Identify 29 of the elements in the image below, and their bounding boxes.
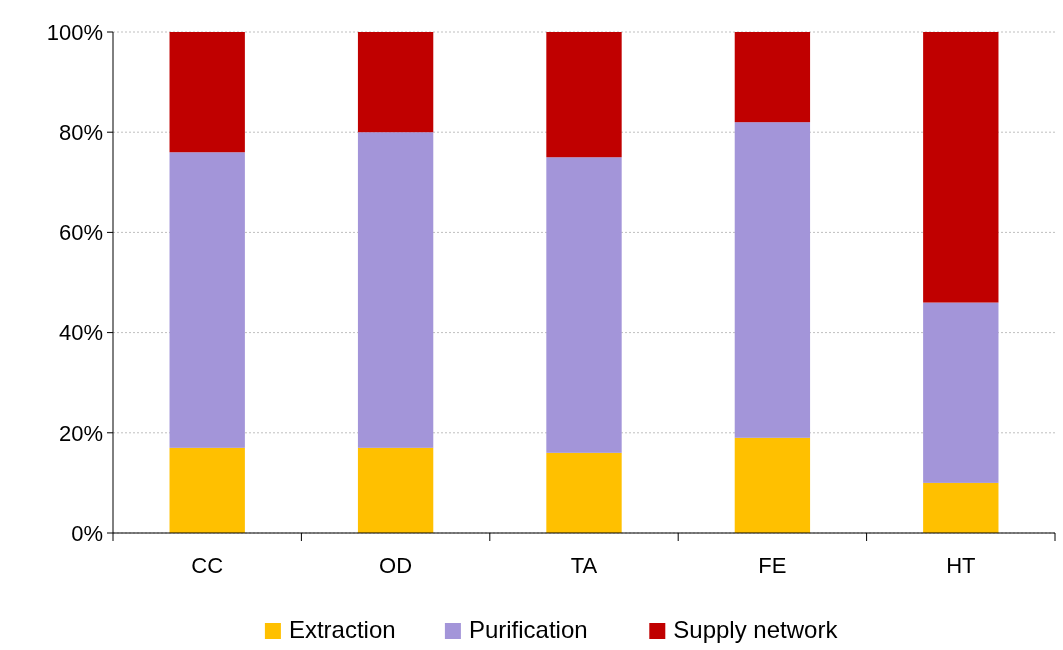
y-tick-label: 100% <box>46 19 103 45</box>
y-tick-label: 80% <box>58 119 103 145</box>
x-tick-label: HT <box>946 553 976 578</box>
bar <box>546 157 622 453</box>
bar <box>357 132 434 448</box>
legend-label: Purification <box>468 616 588 643</box>
bar <box>923 32 999 303</box>
bar <box>169 32 245 153</box>
bar <box>546 32 622 158</box>
x-tick-label: FE <box>758 553 787 578</box>
bar <box>923 482 999 533</box>
bar <box>169 152 245 448</box>
bar <box>546 452 622 533</box>
bar <box>734 122 811 438</box>
legend-label: Extraction <box>288 616 396 643</box>
bar <box>734 32 811 123</box>
bar <box>169 447 245 533</box>
y-tick-label: 60% <box>58 220 103 246</box>
y-tick-label: 40% <box>58 320 103 346</box>
x-tick-label: OD <box>379 553 413 578</box>
x-tick-label: CC <box>191 553 224 578</box>
x-tick-label: TA <box>570 553 598 578</box>
bar <box>357 447 434 533</box>
y-tick-label: 0% <box>71 520 103 546</box>
bar <box>734 437 811 533</box>
bar <box>357 32 434 133</box>
y-tick-label: 20% <box>58 420 103 446</box>
bar <box>923 302 999 483</box>
legend-label: Supply network <box>673 616 839 643</box>
